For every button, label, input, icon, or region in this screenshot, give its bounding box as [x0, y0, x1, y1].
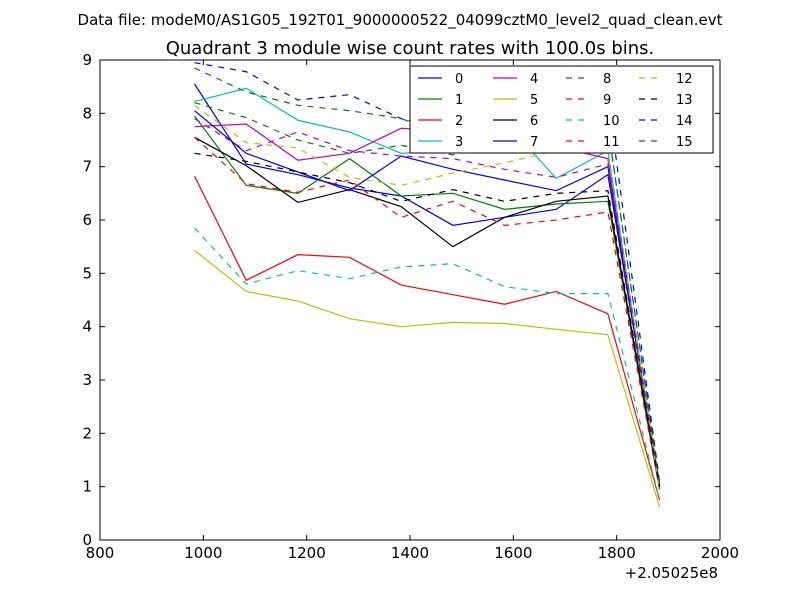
y-tick-label: 7	[82, 158, 92, 176]
series-line-5	[194, 249, 661, 508]
legend-label-11: 11	[603, 135, 620, 150]
legend-label-15: 15	[676, 135, 693, 150]
legend-label-1: 1	[455, 93, 463, 108]
legend-label-9: 9	[603, 93, 611, 108]
legend-label-8: 8	[603, 72, 611, 87]
legend-label-6: 6	[530, 114, 538, 129]
x-tick-labels: 800 1000 1200 1400 1600 1800 2000	[86, 544, 739, 562]
series-line-13	[194, 152, 661, 487]
figure-suptitle: Data file: modeM0/AS1G05_192T01_90000005…	[78, 11, 723, 30]
y-tick-label: 2	[82, 424, 92, 442]
x-tick-label: 2000	[701, 544, 739, 562]
y-tick-label: 4	[82, 318, 92, 336]
series-line-2	[194, 175, 661, 501]
y-tick-label: 3	[82, 371, 92, 389]
legend-label-10: 10	[603, 114, 620, 129]
chart-title: Quadrant 3 module wise count rates with …	[166, 38, 655, 59]
legend-label-14: 14	[676, 114, 693, 129]
x-tick-label: 800	[86, 544, 115, 562]
x-tick-label: 1400	[391, 544, 429, 562]
legend-label-7: 7	[530, 135, 538, 150]
y-tick-label: 1	[82, 478, 92, 496]
legend-label-12: 12	[676, 72, 693, 87]
y-tick-labels: 0 1 2 3 4 5 6 7 8 9	[82, 51, 92, 549]
series-line-10	[194, 227, 661, 501]
x-tick-label: 1000	[184, 544, 222, 562]
legend-label-13: 13	[676, 93, 693, 108]
series-line-1	[194, 115, 661, 490]
series-line-7	[194, 110, 661, 487]
series-line-6	[194, 136, 661, 487]
legend-label-2: 2	[455, 114, 463, 129]
y-tick-label: 8	[82, 104, 92, 122]
x-offset-label: +2.05025e8	[625, 564, 718, 582]
y-tick-label: 9	[82, 51, 92, 69]
y-tick-label: 5	[82, 264, 92, 282]
legend-label-0: 0	[455, 72, 463, 87]
series-line-11	[194, 118, 661, 487]
legend-label-5: 5	[530, 93, 538, 108]
axis-ticks	[99, 59, 721, 541]
legend-label-4: 4	[530, 72, 538, 87]
x-tick-label: 1200	[288, 544, 326, 562]
y-tick-label: 6	[82, 211, 92, 229]
x-tick-label: 1800	[598, 544, 636, 562]
series-line-9	[194, 136, 661, 490]
legend-label-3: 3	[455, 135, 463, 150]
x-tick-label: 1600	[494, 544, 532, 562]
legend-box	[409, 65, 714, 154]
y-tick-label: 0	[82, 531, 92, 549]
